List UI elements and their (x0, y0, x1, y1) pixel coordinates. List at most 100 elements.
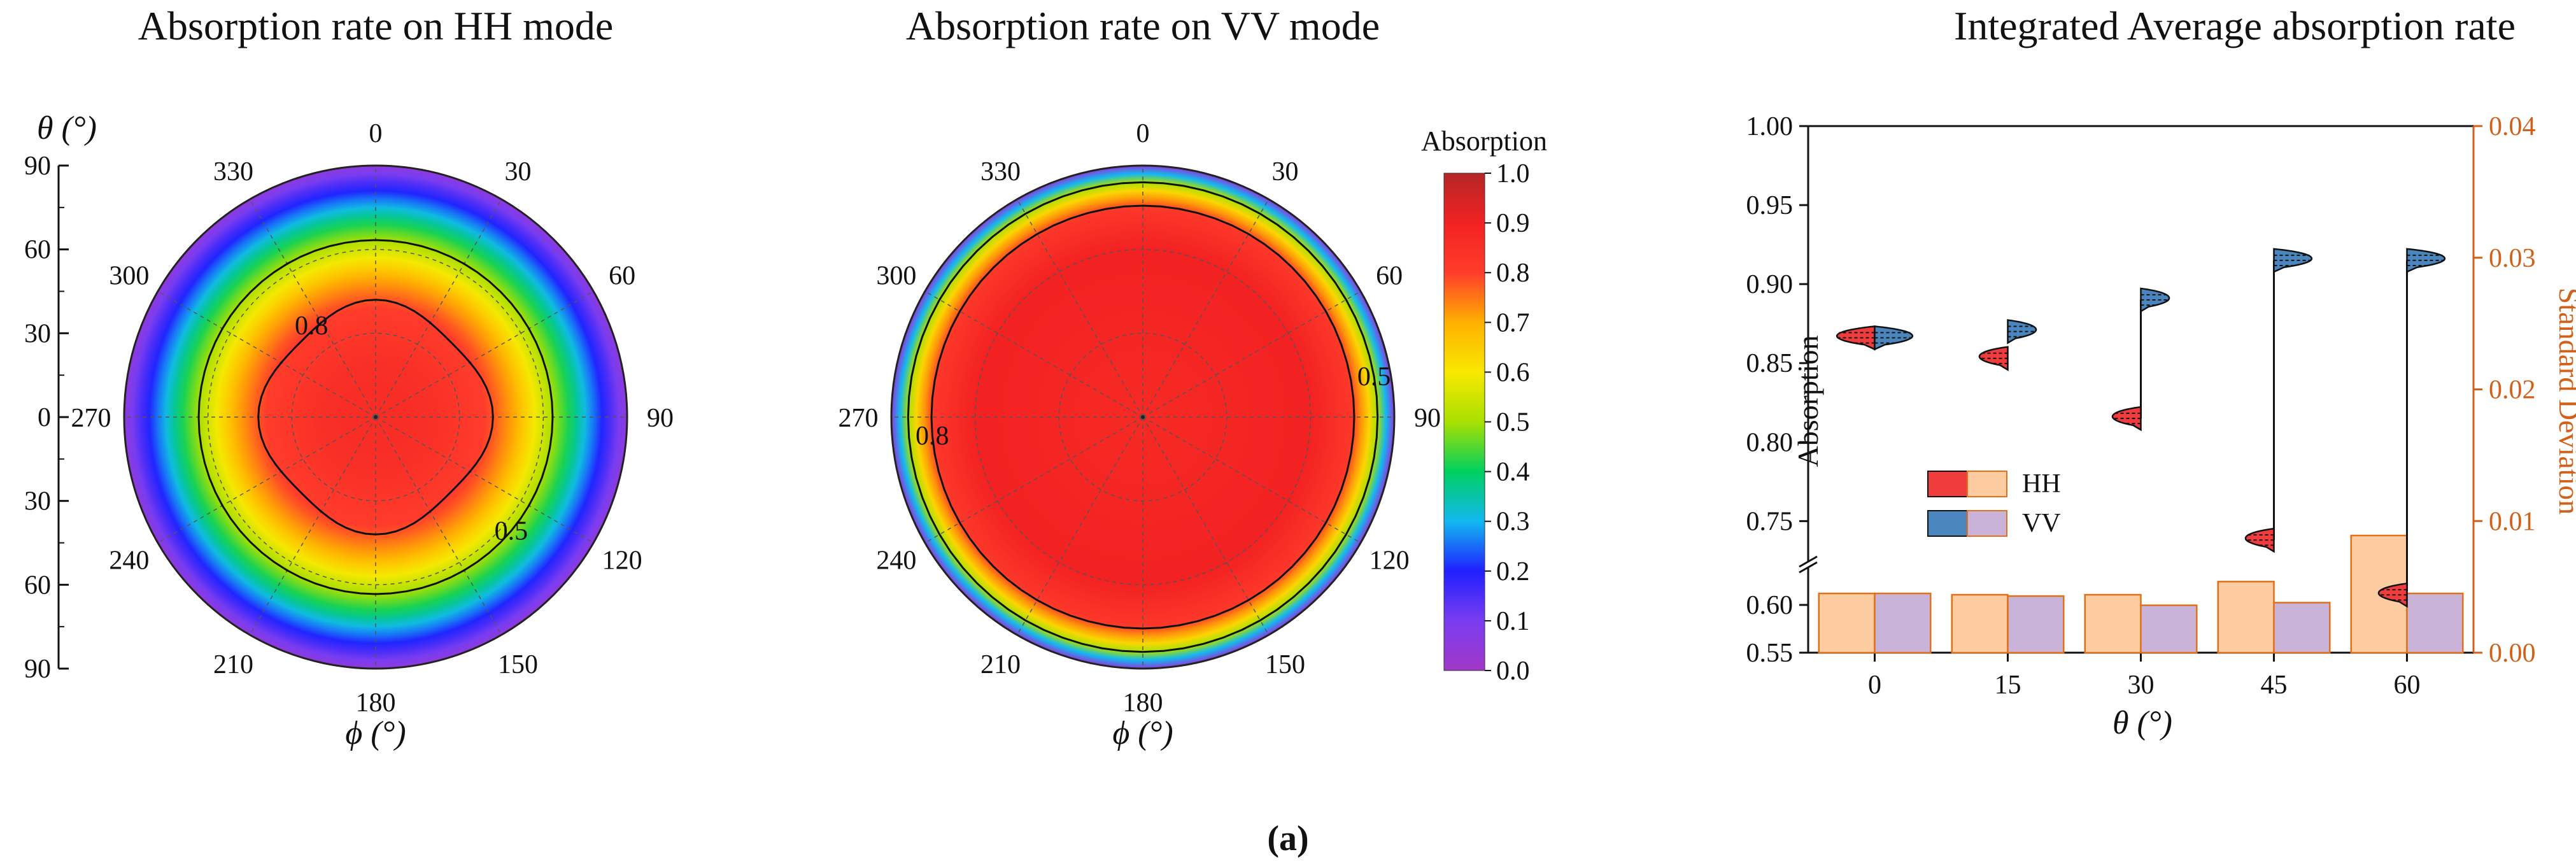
colorbar-tick-label: 0.8 (1496, 259, 1530, 288)
phi-tick-label: 330 (213, 157, 253, 187)
polar-grid-ring (974, 248, 1312, 586)
colorbar-tick-label: 0.7 (1496, 308, 1530, 337)
colorbar-tick-label: 0.2 (1496, 557, 1530, 586)
phi-tick-label: 240 (876, 546, 916, 576)
hh-std-bar (2217, 581, 2275, 654)
phi-tick-label: 120 (602, 546, 642, 576)
vv-polar-panel: Absorption rate on VV mode 0.8 0.5 0 30 60 90… (839, 3, 1548, 751)
hh-theta-label: θ (°) (37, 110, 97, 146)
hh-std-bar (2084, 593, 2142, 654)
vv-std-bar (2140, 604, 2198, 654)
polar-grid-ring (291, 332, 460, 502)
colorbar-tick-label: 0.4 (1496, 458, 1530, 487)
phi-tick-label: 210 (980, 650, 1021, 679)
colorbar-tick-label: 0.5 (1496, 408, 1530, 437)
theta-tick-label: 30 (24, 319, 51, 348)
contour-line-0.8 (930, 204, 1355, 630)
polar-grid-ring (207, 248, 544, 586)
x-axis-tick-label: 15 (1995, 671, 2021, 700)
bar-xlabel: θ (°) (2112, 705, 2172, 741)
phi-tick-label: 300 (876, 262, 916, 291)
polar-grid-spoke (157, 416, 376, 544)
figure-caption: (a) (1267, 819, 1308, 858)
left-axis-tick-label: 1.00 (1746, 112, 1794, 141)
hh-theta-axis: 90 60 30 0 30 60 90 (24, 152, 69, 684)
theta-tick-label: 90 (24, 655, 51, 684)
phi-tick-label: 330 (980, 157, 1021, 187)
colorbar-tick-label: 0.9 (1496, 209, 1530, 238)
theta-tick-label: 30 (24, 487, 51, 516)
polar-grid-spoke (1142, 416, 1361, 544)
bar-plot-area: 0.55 0.60 0.75 0.80 0.85 0.90 0.95 1.00 0.00 0.01… (1746, 112, 2536, 700)
left-axis-tick-label: 0.95 (1746, 191, 1794, 220)
polar-grid-spoke (1142, 416, 1270, 635)
polar-grid-spoke (1142, 290, 1361, 418)
phi-tick-label: 120 (1369, 546, 1410, 576)
hh-polar-panel: Absorption rate on HH mode 0.80.50306090… (24, 3, 674, 751)
left-axis-tick-label: 0.90 (1746, 270, 1794, 299)
vv-std-bar (2406, 592, 2464, 654)
hh-legend-bar-swatch (1967, 471, 2007, 497)
polar-grid-spoke (1142, 199, 1270, 418)
vv-std-bar (2007, 595, 2065, 654)
vv-legend-label: VV (2022, 509, 2061, 538)
phi-tick-label: 90 (1414, 404, 1441, 433)
vv-title: Absorption rate on VV mode (906, 3, 1380, 48)
contour-label: 0.5 (1357, 362, 1391, 392)
hh-legend-violin-swatch (1927, 471, 1968, 497)
polar-grid-spoke (249, 416, 376, 635)
hh-title: Absorption rate on HH mode (138, 3, 614, 48)
polar-grid-spoke (1016, 199, 1143, 418)
contour-line-0.5 (197, 239, 554, 595)
contour-label: 0.5 (495, 517, 528, 546)
colorbar-tick-label: 0.3 (1496, 508, 1530, 537)
hh-phi-label: ϕ (°) (345, 715, 406, 751)
contour-line-0.8 (257, 299, 494, 536)
colorbar-tick-label: 1.0 (1496, 159, 1530, 188)
phi-tick-label: 90 (647, 404, 674, 433)
right-axis-tick-label: 0.03 (2489, 244, 2536, 273)
phi-tick-label: 210 (213, 650, 253, 679)
polar-grid-spoke (924, 416, 1143, 544)
theta-tick-label: 60 (24, 571, 51, 600)
bar-ylabel-right: Standard Deviation (2553, 288, 2576, 515)
vv-std-bar (2273, 602, 2331, 654)
phi-tick-label: 270 (839, 404, 879, 433)
polar-grid-spoke (375, 199, 502, 418)
polar-grid-spoke (249, 199, 376, 418)
phi-tick-label: 300 (109, 262, 149, 291)
right-axis-tick-label: 0.01 (2489, 507, 2536, 536)
polar-grid-spoke (375, 290, 594, 418)
phi-tick-label: 0 (1136, 119, 1150, 148)
right-axis-tick-label: 0.00 (2489, 639, 2536, 668)
average-absorption-panel: Integrated Average absorption rate 0.550… (1746, 3, 2576, 741)
absorption-colorbar: Absorption 0.0 0.1 0.2 0.3 0.4 0.5 0.6 0.7 0.8 0.… (1421, 125, 1547, 686)
polar-grid-spoke (157, 290, 376, 418)
theta-tick-label: 90 (24, 152, 51, 181)
phi-tick-label: 60 (609, 262, 635, 291)
vv-phi-label: ϕ (°) (1112, 715, 1173, 751)
phi-tick-label: 270 (71, 404, 111, 433)
x-axis-tick-label: 30 (2128, 671, 2155, 700)
right-axis-tick-label: 0.04 (2489, 112, 2536, 141)
left-axis-tick-label: 0.80 (1746, 428, 1794, 457)
polar-grid-spoke (1016, 416, 1143, 635)
hh-polar-plot: 0.8 0.5 0 30 60 90 120 150 180 210 240 270 300 330 (71, 119, 674, 718)
contour-line-0.5 (907, 181, 1379, 653)
left-axis-tick-label: 0.55 (1746, 639, 1794, 668)
contour-label: 0.8 (916, 422, 949, 451)
bar-ylabel: Absorption (1792, 336, 1824, 467)
vv-polar-plot: 0.8 0.5 0 30 60 90 120 150 180 210 240 270 300 330 (839, 119, 1441, 718)
polar-grid-ring (1058, 332, 1228, 502)
polar-center-dot (374, 415, 378, 419)
colorbar-gradient (1443, 173, 1485, 671)
phi-tick-label: 180 (356, 688, 396, 718)
axis-break-marks (1799, 555, 1818, 574)
contour-label: 0.8 (295, 311, 329, 341)
phi-tick-label: 30 (1272, 157, 1299, 187)
colorbar-tick-label: 0.1 (1496, 607, 1530, 636)
x-axis-tick-label: 0 (1868, 671, 1881, 700)
theta-tick-label: 60 (24, 236, 51, 265)
polar-grid-spoke (375, 416, 594, 544)
polar-grid-spoke (375, 416, 502, 635)
